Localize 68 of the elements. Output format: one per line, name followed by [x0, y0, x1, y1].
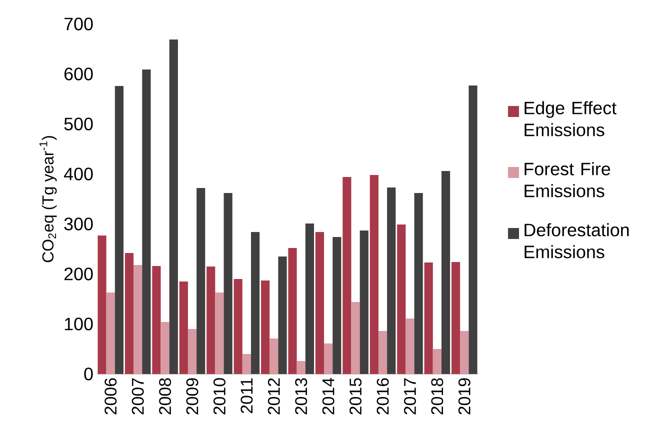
bar	[134, 264, 142, 374]
legend-label: Forest Fire Emissions	[524, 162, 610, 198]
bar	[179, 281, 188, 374]
x-tick-label: 2006	[104, 378, 117, 414]
x-tick-label: 2019	[458, 378, 470, 414]
legend-label: Deforestation Emissions	[524, 223, 629, 258]
bar	[332, 236, 342, 374]
bar	[468, 85, 478, 374]
bar	[351, 302, 360, 374]
y-tick-label: 600	[64, 68, 93, 80]
x-tick-label: 2008	[159, 378, 172, 414]
x-tick-label: 2010	[213, 378, 226, 414]
x-tick-label: 2017	[404, 378, 416, 414]
y-tick-label: 100	[64, 318, 93, 330]
bar	[360, 230, 368, 374]
x-tick-label: 2015	[350, 378, 362, 414]
bar	[441, 170, 450, 374]
bar	[397, 224, 406, 374]
x-tick-label: 2007	[132, 378, 144, 414]
bar	[114, 86, 124, 374]
bar	[242, 354, 251, 374]
x-tick-label: 2016	[376, 378, 389, 414]
bar	[215, 292, 224, 374]
bar	[315, 232, 324, 374]
x-tick-label: 2018	[431, 378, 444, 414]
bar	[342, 176, 352, 374]
y-tick-label: 400	[64, 168, 93, 180]
x-tick-label: 2011	[240, 378, 253, 414]
bar	[424, 262, 433, 374]
y-tick-label: 300	[64, 218, 93, 230]
bar	[288, 248, 297, 374]
legend-label: Edge Effect Emissions	[524, 101, 616, 136]
bar	[278, 256, 287, 374]
bar	[142, 69, 151, 374]
y-tick-label: 500	[64, 118, 93, 130]
bar	[169, 39, 178, 374]
bar	[414, 192, 423, 374]
bar	[98, 235, 106, 374]
bar	[370, 174, 378, 374]
x-tick-label: 2013	[295, 378, 308, 414]
bar	[378, 330, 388, 374]
x-tick-label: 2014	[322, 378, 334, 414]
bar	[406, 318, 414, 374]
bar	[270, 338, 278, 374]
bar	[387, 187, 396, 374]
x-tick-label: 2009	[186, 378, 198, 414]
bar	[106, 292, 115, 374]
y-tick-label: 0	[84, 368, 93, 380]
y-tick-label: 200	[64, 268, 93, 280]
bar	[432, 348, 442, 374]
bar	[305, 223, 314, 374]
bar	[188, 328, 197, 374]
bar	[261, 280, 270, 374]
y-tick-label: 700	[64, 18, 93, 30]
x-tick-label: 2012	[268, 378, 280, 414]
bar	[224, 192, 232, 374]
bar	[296, 360, 306, 374]
bar	[234, 278, 242, 374]
bar	[206, 266, 216, 374]
bar	[250, 232, 260, 374]
bar	[124, 252, 134, 374]
bar	[152, 266, 161, 374]
bar	[324, 343, 333, 374]
bar	[160, 322, 170, 374]
bar	[452, 262, 460, 374]
y-axis-title: CO$_{2}$eq (Tg year$^{-1}$)	[40, 136, 57, 262]
bar	[196, 188, 206, 374]
bar	[460, 330, 469, 374]
